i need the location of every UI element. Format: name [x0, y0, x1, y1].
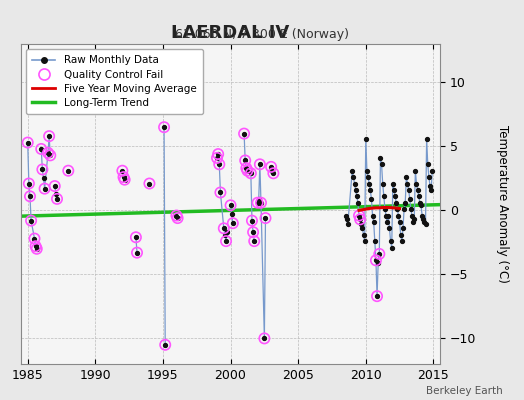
Point: [25, 180, 33, 187]
Point: [356, 216, 364, 222]
Point: [133, 250, 141, 256]
Text: Berkeley Earth: Berkeley Earth: [427, 386, 503, 396]
Point: [145, 180, 154, 187]
Point: [250, 238, 258, 244]
Point: [46, 152, 54, 158]
Point: [256, 161, 264, 168]
Point: [37, 146, 46, 152]
Point: [226, 202, 235, 208]
Y-axis label: Temperature Anomaly (°C): Temperature Anomaly (°C): [496, 125, 509, 283]
Point: [220, 225, 228, 232]
Point: [132, 234, 140, 240]
Point: [45, 133, 53, 139]
Point: [214, 151, 222, 157]
Point: [267, 164, 275, 170]
Point: [260, 335, 269, 342]
Point: [172, 212, 181, 219]
Point: [247, 170, 255, 176]
Point: [228, 220, 237, 226]
Point: [26, 193, 34, 200]
Point: [355, 212, 363, 219]
Point: [160, 124, 168, 130]
Title: LAERDAL IV: LAERDAL IV: [171, 24, 290, 42]
Point: [31, 243, 40, 250]
Point: [254, 200, 262, 206]
Point: [243, 168, 252, 174]
Point: [373, 293, 381, 299]
Point: [64, 168, 72, 174]
Legend: Raw Monthly Data, Quality Control Fail, Five Year Moving Average, Long-Term Tren: Raw Monthly Data, Quality Control Fail, …: [26, 49, 203, 114]
Point: [27, 218, 35, 224]
Point: [30, 235, 39, 242]
Point: [32, 246, 41, 252]
Point: [261, 215, 270, 221]
Point: [215, 161, 224, 168]
Point: [24, 139, 32, 146]
Point: [241, 157, 249, 164]
Point: [53, 196, 61, 202]
Point: [257, 200, 265, 206]
Point: [173, 215, 182, 221]
Point: [213, 155, 221, 161]
Point: [372, 257, 380, 264]
Point: [40, 186, 49, 192]
Point: [38, 166, 47, 173]
Point: [119, 174, 128, 180]
Point: [249, 229, 257, 235]
Point: [248, 218, 256, 224]
Point: [118, 168, 127, 174]
Text: 61.060 N, 7.300 E (Norway): 61.060 N, 7.300 E (Norway): [175, 28, 349, 41]
Point: [222, 238, 230, 244]
Point: [269, 170, 278, 176]
Point: [216, 189, 225, 196]
Point: [242, 165, 250, 171]
Point: [375, 251, 384, 257]
Point: [51, 183, 59, 189]
Point: [44, 150, 52, 156]
Point: [161, 342, 169, 348]
Point: [121, 176, 129, 183]
Point: [240, 130, 248, 137]
